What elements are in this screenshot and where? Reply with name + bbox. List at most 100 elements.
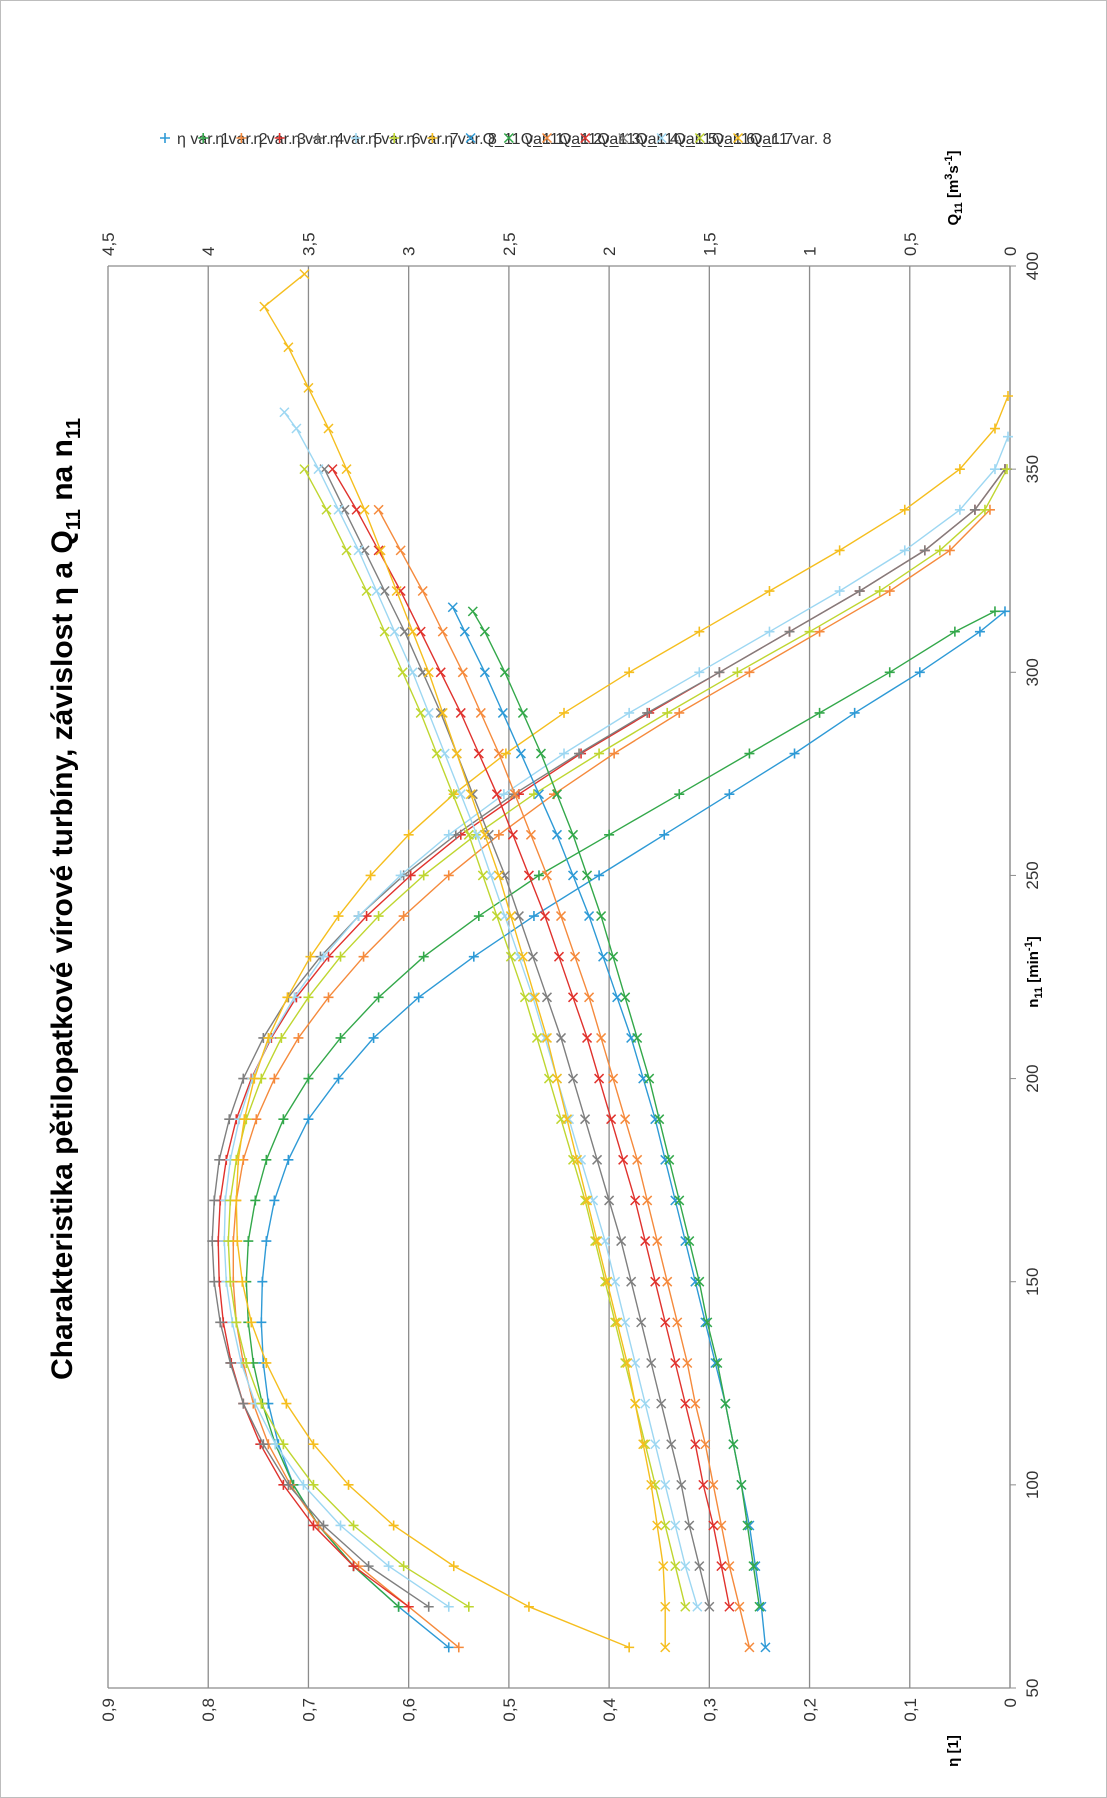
eta-point — [231, 1195, 242, 1206]
eta-point — [784, 626, 795, 637]
eta-point — [724, 789, 735, 800]
y-tick-label: 0,5 — [500, 1698, 519, 1722]
q11-point — [493, 870, 504, 881]
q11-point — [455, 707, 466, 718]
q11-point — [399, 626, 410, 637]
q11-point — [541, 870, 553, 881]
q11-point — [568, 1073, 579, 1084]
q11-point — [674, 1195, 685, 1206]
eta-point — [308, 1479, 319, 1490]
eta-point — [225, 1276, 236, 1287]
legend-marker — [198, 133, 209, 144]
y-tick-label: 0,3 — [700, 1698, 719, 1722]
data-series — [207, 269, 1013, 1653]
eta-point — [473, 911, 484, 922]
legend-marker — [160, 133, 170, 143]
q11-point — [744, 1642, 755, 1653]
q11-series-8 — [259, 269, 671, 1653]
q11-point — [670, 1357, 681, 1369]
legend-marker — [236, 133, 247, 144]
eta-point — [594, 748, 605, 759]
y-tick-label: 0,9 — [99, 1698, 118, 1722]
q11-point — [555, 1032, 567, 1043]
eta-point — [207, 1236, 218, 1247]
q11-point — [351, 504, 362, 515]
q11-point — [650, 1276, 661, 1287]
q11-point — [652, 1520, 663, 1531]
y2-tick-label: 0 — [1001, 247, 1020, 256]
q11-point — [736, 1479, 747, 1490]
q11-point — [684, 1520, 695, 1531]
eta-point — [854, 586, 865, 597]
q11-point — [754, 1601, 765, 1612]
q11-point — [734, 1601, 745, 1612]
eta-point — [237, 1276, 248, 1287]
eta-series-6 — [219, 431, 1013, 1612]
q11-point — [515, 748, 526, 759]
q11-point — [479, 667, 490, 678]
q11-point — [632, 1154, 643, 1165]
x-axis-title: n11 [min-1] — [1023, 936, 1045, 1007]
q11-point — [658, 1561, 669, 1572]
legend-label: Q_11 var. 7 — [712, 131, 794, 148]
q11-point — [479, 626, 490, 637]
eta-point — [443, 1642, 454, 1653]
eta-point — [899, 545, 910, 556]
q11-point — [397, 667, 408, 678]
eta-point — [834, 545, 845, 556]
q11-point — [724, 1601, 735, 1612]
q11-point — [283, 342, 294, 353]
q11-series-5 — [319, 464, 715, 1612]
x-tick-label: 250 — [1023, 861, 1042, 889]
eta-point — [732, 667, 743, 678]
y2-tick-label: 1,5 — [700, 232, 719, 256]
y-tick-label: 0,1 — [901, 1698, 920, 1722]
q11-series-4 — [327, 464, 735, 1612]
q11-point — [580, 1114, 591, 1125]
eta-point — [231, 1317, 242, 1328]
eta-point — [523, 1601, 534, 1612]
eta-point — [358, 951, 369, 962]
eta-point — [814, 626, 825, 637]
q11-point — [650, 1439, 661, 1450]
eta-point — [281, 1398, 292, 1409]
eta-point — [744, 748, 755, 759]
eta-point — [423, 1601, 434, 1612]
y2-tick-label: 2 — [600, 247, 619, 256]
q11-point — [760, 1642, 771, 1653]
q11-point — [551, 829, 563, 840]
x-tick-label: 350 — [1023, 455, 1042, 483]
q11-point — [630, 1398, 641, 1409]
q11-point — [670, 1520, 681, 1531]
q11-point — [455, 789, 466, 800]
q11-point — [702, 1317, 713, 1328]
q11-point — [491, 789, 502, 800]
eta-point — [403, 1601, 414, 1612]
q11-point — [660, 1642, 671, 1653]
q11-point — [529, 992, 540, 1003]
eta-point — [954, 504, 965, 515]
eta-point — [353, 911, 364, 922]
eta-point — [348, 1520, 359, 1531]
q11-point — [742, 1520, 753, 1531]
q11-point — [584, 911, 595, 922]
legend-marker — [274, 132, 285, 143]
eta-point — [559, 748, 570, 759]
q11-point — [321, 504, 332, 515]
eta-series-line — [223, 436, 1009, 1608]
eta-point — [899, 504, 910, 515]
eta-point — [298, 1479, 309, 1490]
eta-point — [257, 1276, 268, 1287]
eta-point — [714, 667, 725, 678]
q11-point — [517, 951, 528, 962]
q11-point — [712, 1357, 723, 1369]
eta-point — [348, 1561, 359, 1572]
q11-point — [654, 1114, 665, 1125]
q11-point — [431, 748, 442, 759]
x-tick-label: 200 — [1023, 1064, 1042, 1092]
q11-point — [660, 1317, 671, 1328]
q11-point — [642, 1195, 653, 1206]
q11-point — [415, 626, 426, 637]
